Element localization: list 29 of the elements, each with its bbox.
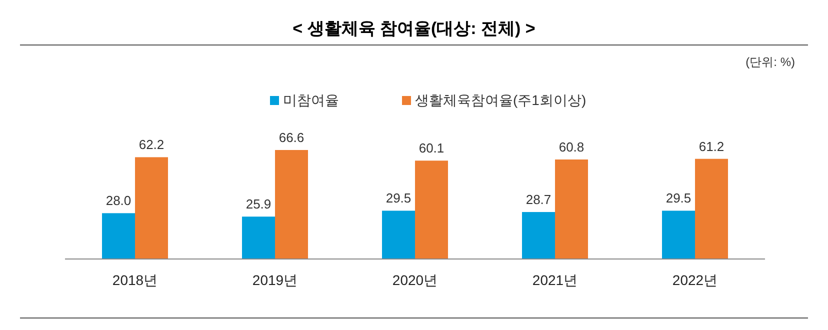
bar [522,212,555,259]
data-label: 29.5 [666,190,692,206]
text: (단위: %) [746,55,795,69]
chart-title: < 생활체육 참여율(대상: 전체) > [292,19,536,38]
bar [135,157,168,259]
x-tick-label: 2021년 [532,272,578,288]
data-label: 60.1 [418,140,444,156]
bar [275,150,308,259]
bar [242,216,275,259]
data-label: 25.9 [246,196,272,212]
data-label: 28.0 [106,193,132,208]
bar [382,210,415,259]
data-label: 29.5 [386,190,412,206]
legend-label: 미참여율 [283,92,339,108]
x-tick-label: 2018년 [112,272,158,288]
data-label: 62.2 [138,137,164,152]
bar [662,210,695,259]
bar [102,213,135,259]
data-label: 61.2 [698,138,724,154]
x-tick-label: 2022년 [672,272,718,288]
data-label: 60.8 [558,139,584,154]
legend-label: 생활체육참여율(주1회이상) [415,92,586,108]
bar [415,160,448,259]
bar [555,159,588,259]
x-tick-label: 2019년 [252,272,298,288]
bar [695,158,728,259]
x-tick-label: 2020년 [392,272,438,288]
data-label: 28.7 [526,192,552,208]
data-label: 66.6 [278,130,304,145]
